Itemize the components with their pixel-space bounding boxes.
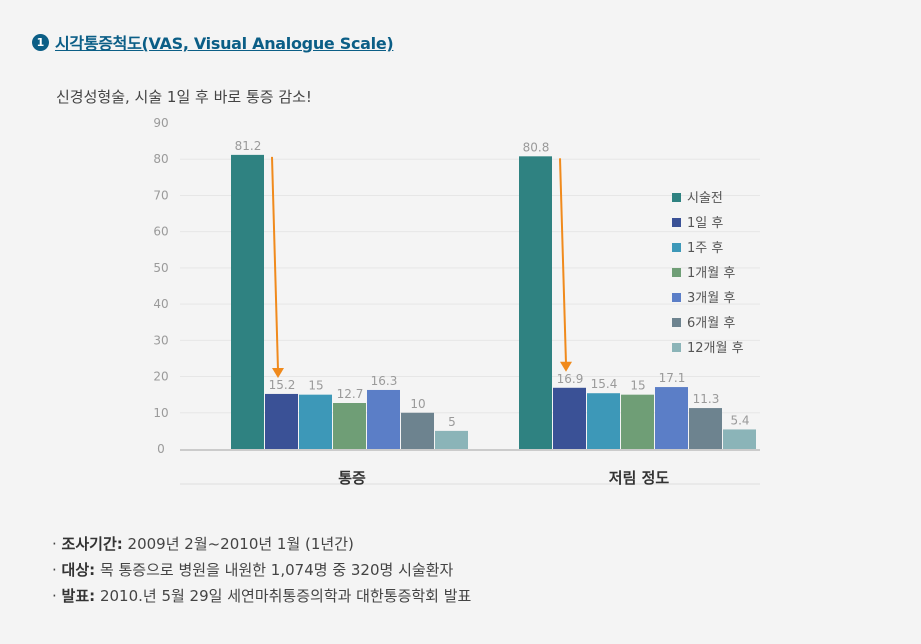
heading-title-link[interactable]: 시각통증척도(VAS, Visual Analogue Scale) <box>55 34 394 53</box>
bar <box>587 393 620 449</box>
data-label: 12.7 <box>337 387 364 401</box>
subtitle: 신경성형술, 시술 1일 후 바로 통증 감소! <box>56 88 312 106</box>
legend-label: 시술전 <box>687 191 723 206</box>
data-label: 15.2 <box>269 378 296 392</box>
bar <box>367 389 400 449</box>
bar <box>621 394 654 449</box>
legend-swatch <box>672 193 681 202</box>
data-label: 15.4 <box>591 377 618 391</box>
bar <box>435 430 468 449</box>
bar <box>299 394 332 449</box>
y-tick-label: 70 <box>153 188 168 202</box>
bar <box>401 412 434 449</box>
info-text: 2010.년 5월 29일 세연마취통증의학과 대한통증학회 발표 <box>99 587 472 605</box>
legend-swatch <box>672 268 681 277</box>
y-tick-label: 60 <box>153 225 168 239</box>
data-label: 81.2 <box>235 139 262 153</box>
category-label: 통증 <box>338 469 366 487</box>
legend-swatch <box>672 318 681 327</box>
bar <box>231 154 264 449</box>
data-label: 5.4 <box>730 413 749 427</box>
info-label: 발표: <box>61 587 96 605</box>
y-tick-label: 10 <box>153 406 168 420</box>
info-text: 목 통증으로 병원을 내원한 1,074명 중 320명 시술환자 <box>99 561 454 579</box>
legend-label: 3개월 후 <box>687 291 735 306</box>
data-label: 80.8 <box>523 140 550 154</box>
data-label: 10 <box>410 397 425 411</box>
legend-label: 1일 후 <box>687 216 723 231</box>
y-tick-label: 20 <box>153 370 168 384</box>
y-tick-label: 0 <box>157 442 165 456</box>
bar <box>265 393 298 449</box>
legend-swatch <box>672 243 681 252</box>
legend-label: 12개월 후 <box>687 341 744 356</box>
data-label: 11.3 <box>693 392 720 406</box>
bar <box>655 387 688 449</box>
trend-arrow-head <box>560 361 572 372</box>
info-period: · 조사기간: 2009년 2월~2010년 1월 (1년간) <box>52 535 354 553</box>
bar <box>333 402 366 449</box>
number-badge: 1 <box>32 33 49 51</box>
legend-swatch <box>672 343 681 352</box>
bar <box>723 429 756 449</box>
section-heading: 1 시각통증척도(VAS, Visual Analogue Scale) <box>32 30 394 54</box>
data-label: 16.9 <box>557 372 584 386</box>
info-text: 2009년 2월~2010년 1월 (1년간) <box>127 535 354 553</box>
legend-label: 6개월 후 <box>687 316 735 331</box>
y-tick-label: 90 <box>153 116 168 130</box>
trend-arrow-line <box>271 156 279 370</box>
legend-swatch <box>672 293 681 302</box>
data-label: 17.1 <box>659 371 686 385</box>
data-label: 16.3 <box>371 374 398 388</box>
info-label: 대상: <box>61 561 96 579</box>
bar <box>553 387 586 449</box>
y-tick-label: 30 <box>153 333 168 347</box>
bar <box>519 156 552 449</box>
y-tick-label: 40 <box>153 297 168 311</box>
y-tick-label: 80 <box>153 152 168 166</box>
legend-label: 1주 후 <box>687 241 723 256</box>
legend-label: 1개월 후 <box>687 266 735 281</box>
y-tick-label: 50 <box>153 261 168 275</box>
trend-arrow-line <box>559 158 567 364</box>
data-label: 5 <box>448 415 456 429</box>
trend-arrow-head <box>272 367 284 378</box>
bar <box>689 408 722 449</box>
data-label: 15 <box>308 379 323 393</box>
data-label: 15 <box>630 379 645 393</box>
info-publication: · 발표: 2010.년 5월 29일 세연마취통증의학과 대한통증학회 발표 <box>52 587 472 605</box>
study-info: · 조사기간: 2009년 2월~2010년 1월 (1년간) · 대상: 목 … <box>52 531 471 609</box>
category-label: 저림 정도 <box>609 469 670 487</box>
legend-swatch <box>672 218 681 227</box>
info-label: 조사기간: <box>61 535 123 553</box>
info-subjects: · 대상: 목 통증으로 병원을 내원한 1,074명 중 320명 시술환자 <box>52 561 454 579</box>
